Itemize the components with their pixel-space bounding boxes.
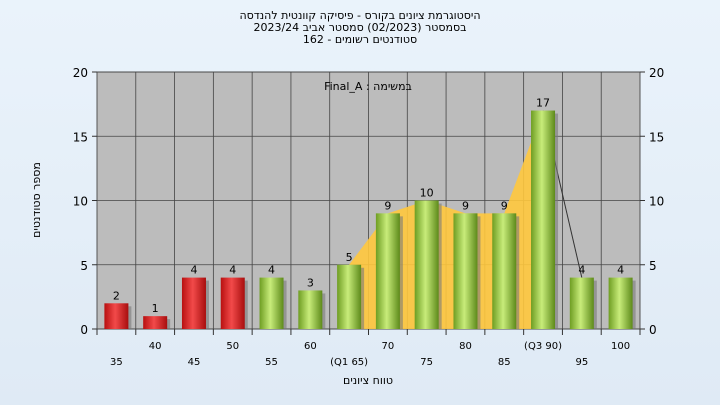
bar — [375, 213, 400, 329]
y-tick-label-right: 5 — [649, 259, 657, 273]
bar — [104, 303, 129, 329]
title-line-1: היסטוגרמת ציונים בקורס - פיסיקה קוונטית … — [239, 9, 481, 22]
bars: 2 1 4 4 4 3 5 9 10 9 9 17 4 4 — [104, 97, 636, 329]
bar-value-label: 4 — [578, 264, 585, 277]
bar-value-label: 4 — [617, 264, 624, 277]
title-line-2: בסמסטר (02/2023) סמסטר אביב 2023/24 — [253, 21, 467, 34]
bar — [569, 277, 594, 329]
x-tick-label: (Q3 90) — [524, 341, 562, 352]
x-tick-label: 35 — [110, 357, 123, 368]
y-tick-label-left: 15 — [73, 130, 88, 144]
y-tick-label-right: 0 — [649, 323, 657, 337]
bar — [492, 213, 517, 329]
bar-value-label: 3 — [307, 276, 314, 289]
bar — [143, 316, 168, 329]
bar — [298, 290, 323, 329]
y-tick-label-left: 10 — [73, 195, 88, 209]
x-tick-label: 40 — [149, 341, 162, 352]
bar — [220, 277, 245, 329]
y-tick-label-left: 5 — [80, 259, 88, 273]
x-tick-label: 75 — [420, 357, 433, 368]
x-tick-label: 55 — [265, 357, 278, 368]
bar — [259, 277, 284, 329]
bar — [181, 277, 206, 329]
x-tick-label: 45 — [188, 357, 201, 368]
x-tick-label: 50 — [226, 341, 239, 352]
bar-value-label: 10 — [420, 187, 434, 200]
bar-value-label: 9 — [501, 199, 508, 212]
x-tick-label: 85 — [498, 357, 511, 368]
bar-value-label: 5 — [346, 251, 353, 264]
y-tick-label-left: 0 — [80, 323, 88, 337]
y-tick-label-left: 20 — [73, 66, 88, 80]
bar-value-label: 4 — [268, 264, 275, 277]
x-tick-label: 70 — [382, 341, 395, 352]
y-tick-label-right: 20 — [649, 66, 664, 80]
bar-value-label: 17 — [536, 97, 550, 110]
bar — [414, 200, 439, 329]
bar-value-label: 2 — [113, 289, 120, 302]
x-tick-label: 100 — [611, 341, 630, 352]
x-tick-label: 80 — [459, 341, 472, 352]
bar-value-label: 4 — [229, 264, 236, 277]
x-axis-label: טווח ציונים — [343, 374, 393, 387]
title-line-3: סטודנטים רשומים - 162 — [302, 33, 418, 46]
chart-annotation: במשימה : Final_A — [324, 80, 412, 93]
bar-value-label: 1 — [152, 302, 159, 315]
x-tick-label: 95 — [575, 357, 588, 368]
bar — [531, 110, 556, 329]
y-axis-label: מספר סטודנטים — [30, 162, 43, 238]
chart-text: במשימה : Final_A טווח ציונים מספר סטודנט… — [30, 80, 412, 387]
bar-value-label: 4 — [190, 264, 197, 277]
bar — [608, 277, 633, 329]
bar — [337, 264, 362, 329]
y-tick-label-right: 10 — [649, 195, 664, 209]
x-tick-label: 60 — [304, 341, 317, 352]
bar-value-label: 9 — [384, 199, 391, 212]
chart-title: היסטוגרמת ציונים בקורס - פיסיקה קוונטית … — [0, 10, 720, 46]
bar-value-label: 9 — [462, 199, 469, 212]
bar — [453, 213, 478, 329]
y-tick-label-right: 15 — [649, 130, 664, 144]
x-tick-label: (Q1 65) — [330, 357, 368, 368]
